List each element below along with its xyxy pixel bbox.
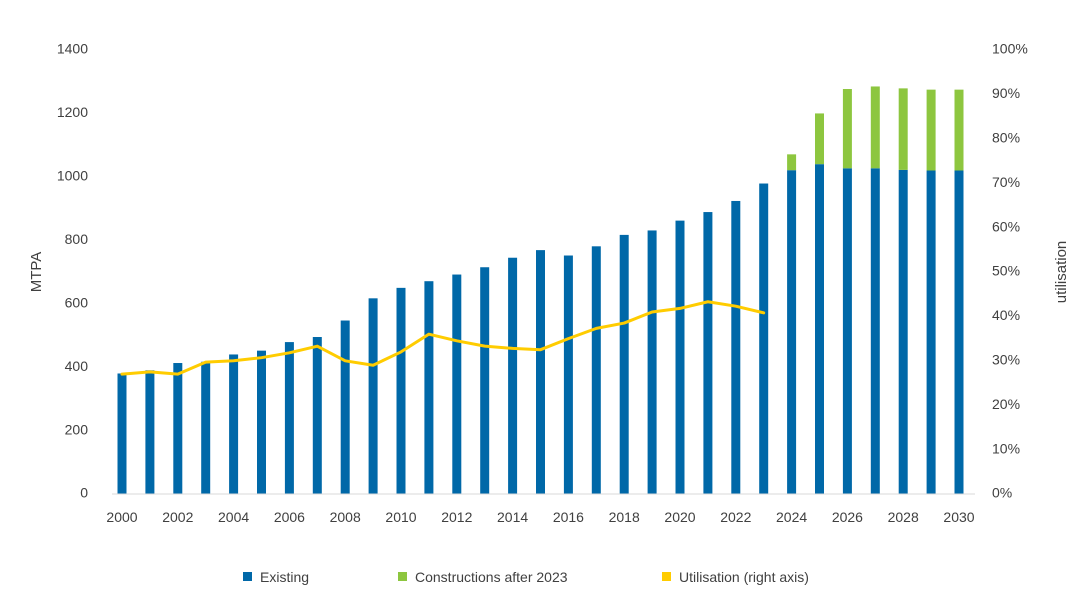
- x-tick-label: 2006: [274, 509, 305, 525]
- bars-layer: [117, 86, 964, 495]
- bar-existing-2027: [870, 168, 880, 495]
- right-tick-label: 30%: [992, 352, 1020, 368]
- bar-existing-2023: [759, 183, 769, 494]
- right-tick-label: 40%: [992, 307, 1020, 323]
- x-tick-label: 2002: [162, 509, 193, 525]
- legend-label: Existing: [260, 569, 309, 585]
- right-tick-label: 100%: [992, 41, 1028, 57]
- right-tick-label: 80%: [992, 130, 1020, 146]
- bar-existing-2002: [173, 363, 183, 494]
- x-tick-label: 2026: [832, 509, 863, 525]
- bar-constructions-after-2023-2028: [898, 88, 908, 170]
- x-axis-ticks: 2000 2002 2004 2006 2008 2010 2012 2014 2016 2018…: [106, 509, 974, 525]
- legend-label: Constructions after 2023: [415, 569, 568, 585]
- bar-existing-2010: [396, 287, 406, 494]
- bar-existing-2011: [424, 281, 434, 494]
- bar-existing-2022: [731, 200, 741, 494]
- bar-existing-2025: [815, 164, 824, 495]
- bar-existing-2006: [284, 342, 294, 494]
- bar-constructions-after-2023-2030: [954, 89, 964, 171]
- right-tick-label: 90%: [992, 85, 1020, 101]
- bar-existing-2021: [703, 212, 713, 494]
- bar-existing-2020: [675, 220, 685, 494]
- left-tick-label: 1400: [57, 41, 88, 57]
- right-tick-label: 0%: [992, 485, 1012, 501]
- bar-existing-2016: [563, 255, 573, 494]
- utilisation-line: [120, 300, 766, 376]
- x-tick-label: 2016: [553, 509, 584, 525]
- x-tick-label: 2014: [497, 509, 528, 525]
- bar-existing-2017: [591, 246, 601, 494]
- legend-swatch: [662, 572, 671, 581]
- legend: Existing Constructions after 2023 Utilisat…: [243, 569, 809, 585]
- right-axis-ticks: 0% 10% 20% 30% 40% 50% 60% 70% 80% 90% 100%: [992, 41, 1028, 501]
- bar-constructions-after-2023-2024: [787, 154, 797, 171]
- left-tick-label: 0: [80, 485, 88, 501]
- x-tick-label: 2000: [106, 509, 137, 525]
- bar-existing-2018: [619, 234, 629, 494]
- left-tick-label: 1000: [57, 168, 88, 184]
- left-tick-label: 1200: [57, 104, 88, 120]
- bar-existing-2003: [201, 361, 211, 494]
- left-tick-label: 600: [65, 294, 89, 310]
- bar-constructions-after-2023-2026: [842, 89, 852, 169]
- bar-existing-2026: [842, 168, 852, 495]
- right-tick-label: 50%: [992, 263, 1020, 279]
- bar-existing-2009: [368, 298, 378, 494]
- bar-existing-2008: [340, 320, 350, 494]
- bar-constructions-after-2023-2025: [815, 113, 824, 165]
- utilisation-line-layer: [120, 300, 766, 376]
- legend-swatch: [398, 572, 407, 581]
- left-axis-title: MTPA: [28, 252, 45, 293]
- bar-existing-2028: [898, 169, 908, 494]
- x-tick-label: 2010: [385, 509, 416, 525]
- bar-existing-2030: [954, 170, 964, 494]
- bar-constructions-after-2023-2029: [926, 89, 936, 171]
- x-tick-label: 2028: [888, 509, 919, 525]
- bar-existing-2001: [145, 370, 155, 494]
- right-tick-label: 10%: [992, 440, 1020, 456]
- left-tick-label: 200: [65, 421, 89, 437]
- bar-constructions-after-2023-2027: [870, 86, 880, 169]
- bar-existing-2000: [117, 373, 127, 494]
- bar-existing-2015: [536, 250, 545, 494]
- x-tick-label: 2020: [664, 509, 695, 525]
- legend-swatch: [243, 572, 252, 581]
- x-tick-label: 2022: [720, 509, 751, 525]
- right-tick-label: 20%: [992, 396, 1020, 412]
- bar-existing-2029: [926, 170, 936, 494]
- left-tick-label: 800: [65, 231, 89, 247]
- x-tick-label: 2012: [441, 509, 472, 525]
- bar-existing-2004: [229, 354, 239, 494]
- x-tick-label: 2004: [218, 509, 249, 525]
- x-tick-label: 2018: [609, 509, 640, 525]
- bar-existing-2014: [508, 257, 518, 494]
- x-tick-label: 2024: [776, 509, 807, 525]
- left-axis-ticks: 0 200 400 600 800 1000 1200 1400: [57, 41, 88, 501]
- bar-existing-2013: [480, 267, 490, 494]
- bar-existing-2005: [257, 350, 266, 494]
- right-axis-title: utilisation: [1053, 241, 1070, 304]
- right-tick-label: 60%: [992, 218, 1020, 234]
- left-tick-label: 400: [65, 358, 89, 374]
- right-tick-label: 70%: [992, 174, 1020, 190]
- bar-existing-2024: [787, 170, 797, 494]
- x-tick-label: 2030: [943, 509, 974, 525]
- x-tick-label: 2008: [330, 509, 361, 525]
- bar-existing-2012: [452, 274, 462, 494]
- bar-existing-2019: [647, 230, 657, 494]
- bar-existing-2007: [312, 337, 322, 494]
- legend-label: Utilisation (right axis): [679, 569, 809, 585]
